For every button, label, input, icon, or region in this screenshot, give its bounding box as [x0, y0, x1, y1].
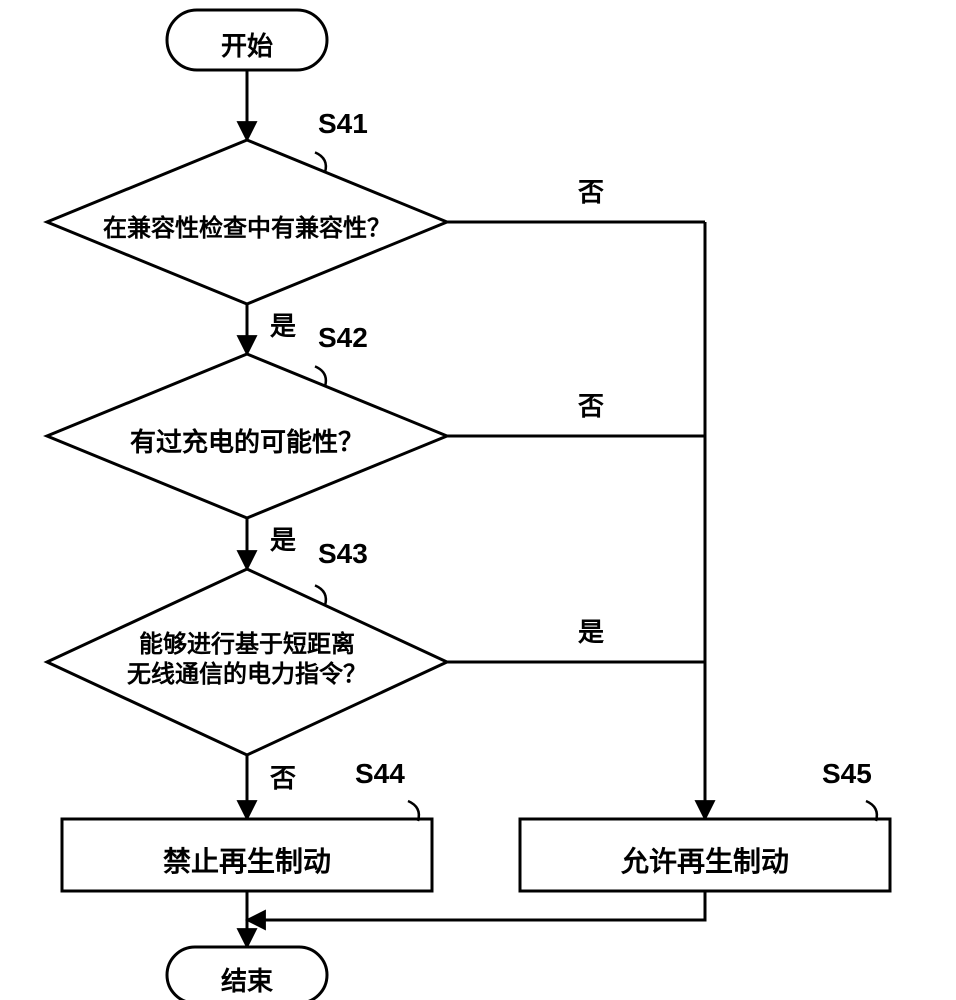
- s42-step: S42: [318, 322, 368, 354]
- s43-step: S43: [318, 538, 368, 570]
- end-label: 结束: [167, 961, 327, 998]
- s44-text: 禁止再生制动: [62, 840, 432, 880]
- s41-step: S41: [318, 108, 368, 140]
- s43-no: 否: [270, 758, 296, 795]
- s41-yes: 是: [270, 306, 296, 343]
- s43-text-line1: 能够进行基于短距离: [139, 631, 355, 658]
- s41-text: 在兼容性检查中有兼容性？: [80, 208, 414, 243]
- start-label: 开始: [167, 26, 327, 63]
- s43-text-line2: 无线通信的电力指令？: [127, 661, 367, 688]
- s45-step: S45: [822, 758, 872, 790]
- s42-text: 有过充电的可能性？: [97, 422, 397, 459]
- s45-text: 允许再生制动: [520, 840, 890, 880]
- s43-yes: 是: [578, 612, 604, 649]
- s42-no: 否: [578, 386, 604, 423]
- edge-s45-down-merge: [247, 891, 705, 920]
- s41-no: 否: [578, 172, 604, 209]
- s42-yes: 是: [270, 520, 296, 557]
- s44-step: S44: [355, 758, 405, 790]
- s43-text: 能够进行基于短距离 无线通信的电力指令？: [107, 630, 387, 690]
